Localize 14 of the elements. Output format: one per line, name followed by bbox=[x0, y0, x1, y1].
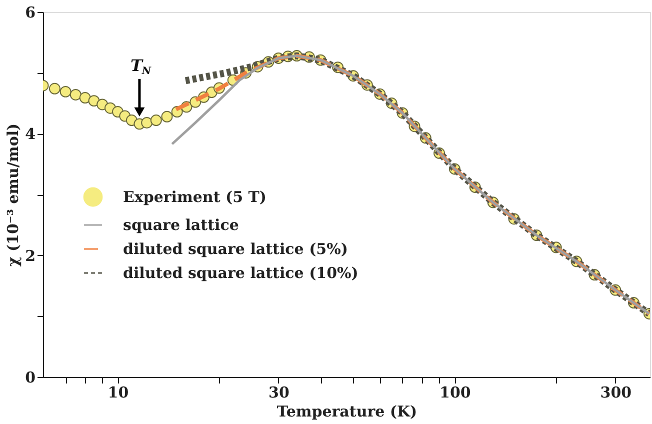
x-axis-title: Temperature (K) bbox=[276, 402, 418, 420]
y-tick-label: 0 bbox=[25, 368, 36, 386]
legend-label: Experiment (5 T) bbox=[123, 188, 266, 206]
y-tick-label: 4 bbox=[25, 125, 36, 144]
legend-label: square lattice bbox=[123, 216, 239, 234]
x-tick-label: 100 bbox=[440, 384, 471, 402]
y-axis-title: χ (10⁻³ emu/mol) bbox=[4, 123, 22, 267]
legend-label: diluted square lattice (10%) bbox=[123, 264, 358, 282]
x-tick-label: 300 bbox=[600, 384, 632, 402]
legend-label: diluted square lattice (5%) bbox=[123, 240, 348, 258]
y-tick-label: 2 bbox=[25, 246, 36, 265]
x-tick-label: 30 bbox=[268, 384, 290, 402]
y-tick-label: 6 bbox=[25, 4, 36, 22]
x-tick-label: 10 bbox=[108, 384, 129, 402]
